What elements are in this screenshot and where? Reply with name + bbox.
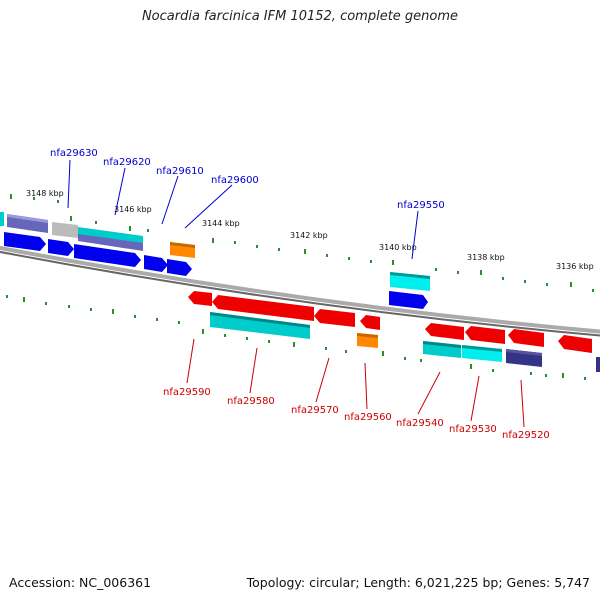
kbp-label: 3146 kbp (114, 205, 152, 214)
gene-label: nfa29560 (344, 412, 392, 423)
gene-arrow (78, 234, 143, 251)
forward-gene-labels: nfa29630 nfa29620 nfa29610 nfa29600 nfa2… (50, 148, 445, 211)
kbp-label: 3144 kbp (202, 219, 240, 228)
gene-arrow (0, 212, 4, 226)
kbp-label: 3140 kbp (379, 243, 417, 252)
reverse-leader-lines (186, 338, 525, 428)
forward-leader-lines (67, 159, 419, 260)
kbp-label: 3142 kbp (290, 231, 328, 240)
gene-arrow (212, 295, 314, 321)
gene-arrow (596, 357, 600, 372)
gene-arrow (167, 259, 192, 276)
reverse-strand-genes (188, 291, 600, 372)
reverse-gene-labels: nfa29590 nfa29580 nfa29570 nfa29560 nfa2… (163, 387, 550, 441)
kbp-label: 3136 kbp (556, 262, 594, 271)
kbp-label: 3148 kbp (26, 189, 64, 198)
gene-arrow (425, 323, 464, 340)
gene-arrow (360, 315, 380, 330)
gene-label: nfa29550 (397, 200, 445, 211)
gene-arrow (48, 239, 74, 256)
genome-summary-text: Topology: circular; Length: 6,021,225 bp… (246, 575, 590, 590)
kbp-scale-labels: 3148 kbp 3146 kbp 3144 kbp 3142 kbp 3140… (26, 189, 594, 271)
gene-arrow (389, 291, 428, 309)
gene-label: nfa29570 (291, 405, 339, 416)
gene-arrow (52, 222, 78, 238)
gene-label: nfa29630 (50, 148, 98, 159)
map-title: Nocardia farcinica IFM 10152, complete g… (141, 9, 459, 24)
gene-label: nfa29600 (211, 175, 259, 186)
gene-arrow (74, 244, 141, 267)
gene-arrow (314, 309, 355, 327)
gene-arrow (508, 329, 544, 347)
gene-arrow (465, 326, 505, 344)
gene-label: nfa29540 (396, 418, 444, 429)
reverse-tick-marks (6, 295, 586, 380)
gene-arrow (188, 291, 212, 306)
gene-arrow (144, 255, 168, 272)
gene-label: nfa29620 (103, 157, 151, 168)
gene-label: nfa29580 (227, 396, 275, 407)
kbp-label: 3138 kbp (467, 253, 505, 262)
gene-label: nfa29520 (502, 430, 550, 441)
genome-backbone (0, 245, 600, 337)
gene-label: nfa29530 (449, 424, 497, 435)
gene-arrow (4, 232, 46, 251)
gene-arrow (558, 335, 592, 353)
forward-strand-genes (0, 212, 430, 309)
gene-label: nfa29590 (163, 387, 211, 398)
gene-arrow (210, 312, 310, 339)
accession-text: Accession: NC_006361 (9, 575, 152, 590)
forward-tick-marks (10, 194, 594, 292)
gene-arrow (78, 227, 143, 244)
gene-label: nfa29610 (156, 166, 204, 177)
